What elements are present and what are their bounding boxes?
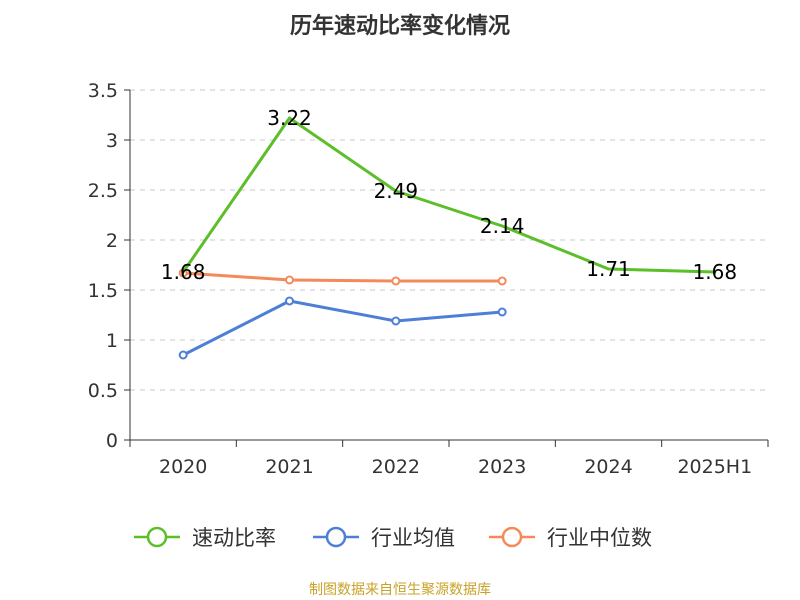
y-tick-label: 3 bbox=[106, 130, 118, 152]
data-label: 2.14 bbox=[480, 214, 525, 238]
y-tick-label: 3.5 bbox=[88, 80, 118, 102]
legend-label: 行业中位数 bbox=[547, 526, 652, 550]
data-label: 1.68 bbox=[161, 260, 206, 284]
grid-lines bbox=[130, 89, 768, 391]
x-tick-label: 2022 bbox=[372, 456, 420, 478]
y-tick-label: 0 bbox=[106, 430, 118, 452]
series-area bbox=[178, 116, 717, 360]
y-tick-label: 2.5 bbox=[88, 180, 118, 202]
y-tick-label: 2 bbox=[106, 230, 118, 252]
x-tick-label: 2024 bbox=[584, 456, 632, 478]
data-point bbox=[497, 276, 507, 286]
legend-marker bbox=[146, 526, 168, 548]
axes: 0 0.5 1 1.5 2 2.5 3 3.5 2020 2021 2022 2023 2024 2025… bbox=[88, 80, 769, 478]
data-point bbox=[178, 350, 188, 360]
x-tick-label: 2023 bbox=[478, 456, 526, 478]
legend-label: 行业均值 bbox=[371, 526, 455, 550]
legend[interactable]: 速动比率 行业均值 行业中位数 bbox=[134, 526, 652, 550]
legend-marker bbox=[325, 526, 347, 548]
y-tick-label: 1.5 bbox=[88, 280, 118, 302]
legend-item[interactable]: 行业中位数 bbox=[489, 526, 652, 550]
y-tick-label: 1 bbox=[106, 330, 118, 352]
chart-title: 历年速动比率变化情况 bbox=[290, 13, 510, 39]
data-point bbox=[391, 276, 401, 286]
source-note: 制图数据来自恒生聚源数据库 bbox=[309, 582, 491, 598]
data-labels: 1.68 3.22 2.49 2.14 1.71 1.68 bbox=[161, 106, 737, 284]
data-label: 1.71 bbox=[586, 257, 631, 281]
x-tick-label: 2021 bbox=[265, 456, 313, 478]
legend-item[interactable]: 行业均值 bbox=[313, 526, 455, 550]
legend-marker bbox=[501, 526, 523, 548]
data-label: 1.68 bbox=[693, 260, 738, 284]
x-tick-label: 2025H1 bbox=[677, 456, 752, 478]
data-label: 3.22 bbox=[267, 106, 312, 130]
legend-item[interactable]: 速动比率 bbox=[134, 526, 276, 550]
data-label: 2.49 bbox=[374, 179, 419, 203]
x-tick-label: 2020 bbox=[159, 456, 207, 478]
series-line bbox=[181, 271, 504, 283]
data-point bbox=[285, 275, 294, 285]
legend-label: 速动比率 bbox=[192, 526, 276, 550]
data-point bbox=[285, 296, 294, 306]
series-line bbox=[181, 116, 717, 274]
data-point bbox=[497, 307, 507, 317]
y-tick-label: 0.5 bbox=[88, 380, 118, 402]
series-line bbox=[181, 299, 504, 357]
data-point bbox=[391, 316, 401, 326]
